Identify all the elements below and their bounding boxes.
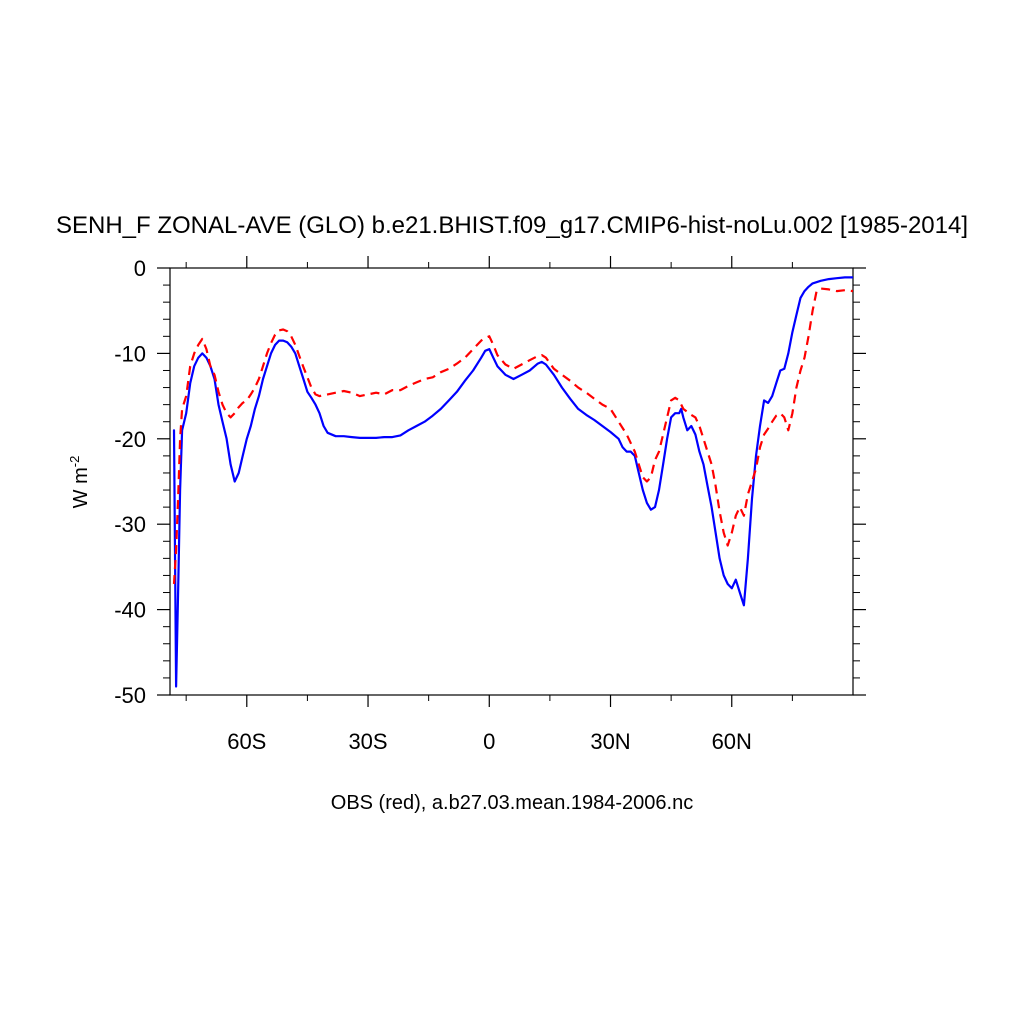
y-tick-label: -10 <box>114 341 146 366</box>
plot-frame <box>169 267 854 696</box>
x-tick-label: 60S <box>227 729 266 754</box>
y-tick-label: -20 <box>114 427 146 452</box>
y-axis-label: W m-2 <box>67 456 92 509</box>
x-tick-label: 30N <box>590 729 630 754</box>
x-axis-ticks: 60S 30S 0 30N 60N <box>227 256 752 754</box>
y-tick-label: -30 <box>114 512 146 537</box>
y-axis-label-base: W m <box>70 467 92 508</box>
x-tick-label: 30S <box>348 729 387 754</box>
minor-ticks <box>163 262 860 701</box>
series-layer <box>172 276 853 688</box>
x-axis-label: OBS (red), a.b27.03.mean.1984-2006.nc <box>331 792 693 814</box>
y-tick-label: -40 <box>114 598 146 623</box>
obs-series-line <box>172 287 853 585</box>
y-tick-label: 0 <box>134 256 146 281</box>
y-axis-label-exponent: -2 <box>67 456 82 468</box>
chart-title: SENH_F ZONAL-AVE (GLO) b.e21.BHIST.f09_g… <box>56 212 968 239</box>
x-tick-label: 0 <box>483 729 495 754</box>
plot-border <box>169 267 854 696</box>
y-tick-label: -50 <box>114 683 146 708</box>
x-tick-label: 60N <box>712 729 752 754</box>
model-series-line <box>172 276 853 688</box>
y-axis-ticks: 0 -10 -20 -30 -40 -50 <box>114 256 866 708</box>
